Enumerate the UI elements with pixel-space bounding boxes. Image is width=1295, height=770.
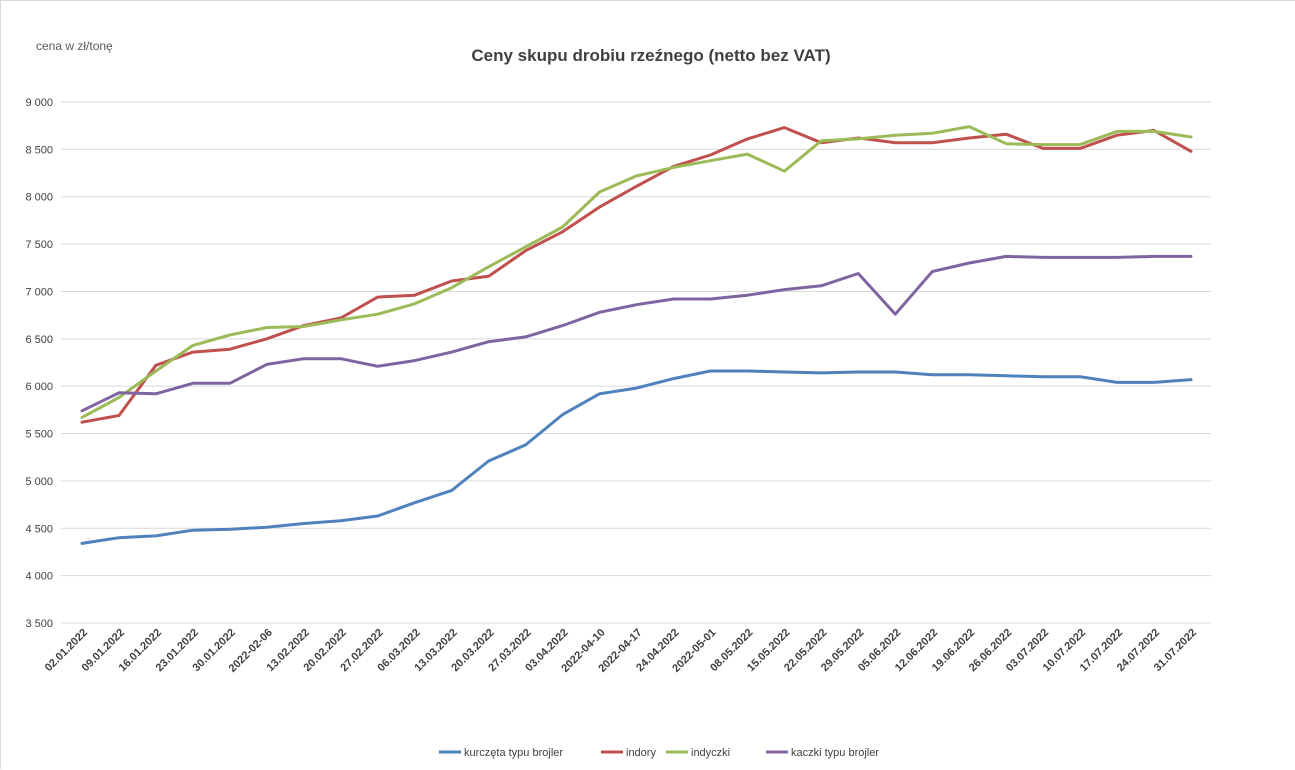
y-tick-label: 6 000 xyxy=(25,381,53,393)
series-line xyxy=(80,125,1193,419)
x-axis-ticks: 02.01.202209.01.202216.01.202223.01.2022… xyxy=(43,627,1199,675)
y-tick-label: 4 500 xyxy=(25,523,53,535)
legend-label: indory xyxy=(626,747,656,759)
legend-label: kaczki typu brojler xyxy=(791,747,879,759)
y-tick-label: 5 500 xyxy=(25,429,53,441)
legend: kurczęta typu brojler indory indyczki kaczk… xyxy=(439,747,879,759)
y-tick-label: 3 500 xyxy=(25,618,53,630)
series-line xyxy=(80,126,1193,424)
y-tick-label: 7 000 xyxy=(25,286,53,298)
y-tick-label: 4 000 xyxy=(25,571,53,583)
legend-label: indyczki xyxy=(691,747,730,759)
y-tick-label: 8 500 xyxy=(25,144,53,156)
series-line xyxy=(80,254,1193,413)
gridlines xyxy=(61,101,1211,624)
y-tick-label: 6 500 xyxy=(25,334,53,346)
y-axis-ticks: 3 500 4 000 4 500 5 000 5 500 6 000 6 500 7 000… xyxy=(25,97,53,630)
chart-title: Ceny skupu drobiu rzeźnego (netto bez VA… xyxy=(471,46,830,65)
y-axis-label: cena w zł/tonę xyxy=(36,39,113,53)
y-tick-label: 5 000 xyxy=(25,476,53,488)
y-tick-label: 8 000 xyxy=(25,192,53,204)
legend-label: kurczęta typu brojler xyxy=(464,747,563,759)
series-line xyxy=(80,369,1193,545)
y-tick-label: 9 000 xyxy=(25,97,53,109)
y-tick-label: 7 500 xyxy=(25,239,53,251)
series-lines xyxy=(80,125,1193,545)
